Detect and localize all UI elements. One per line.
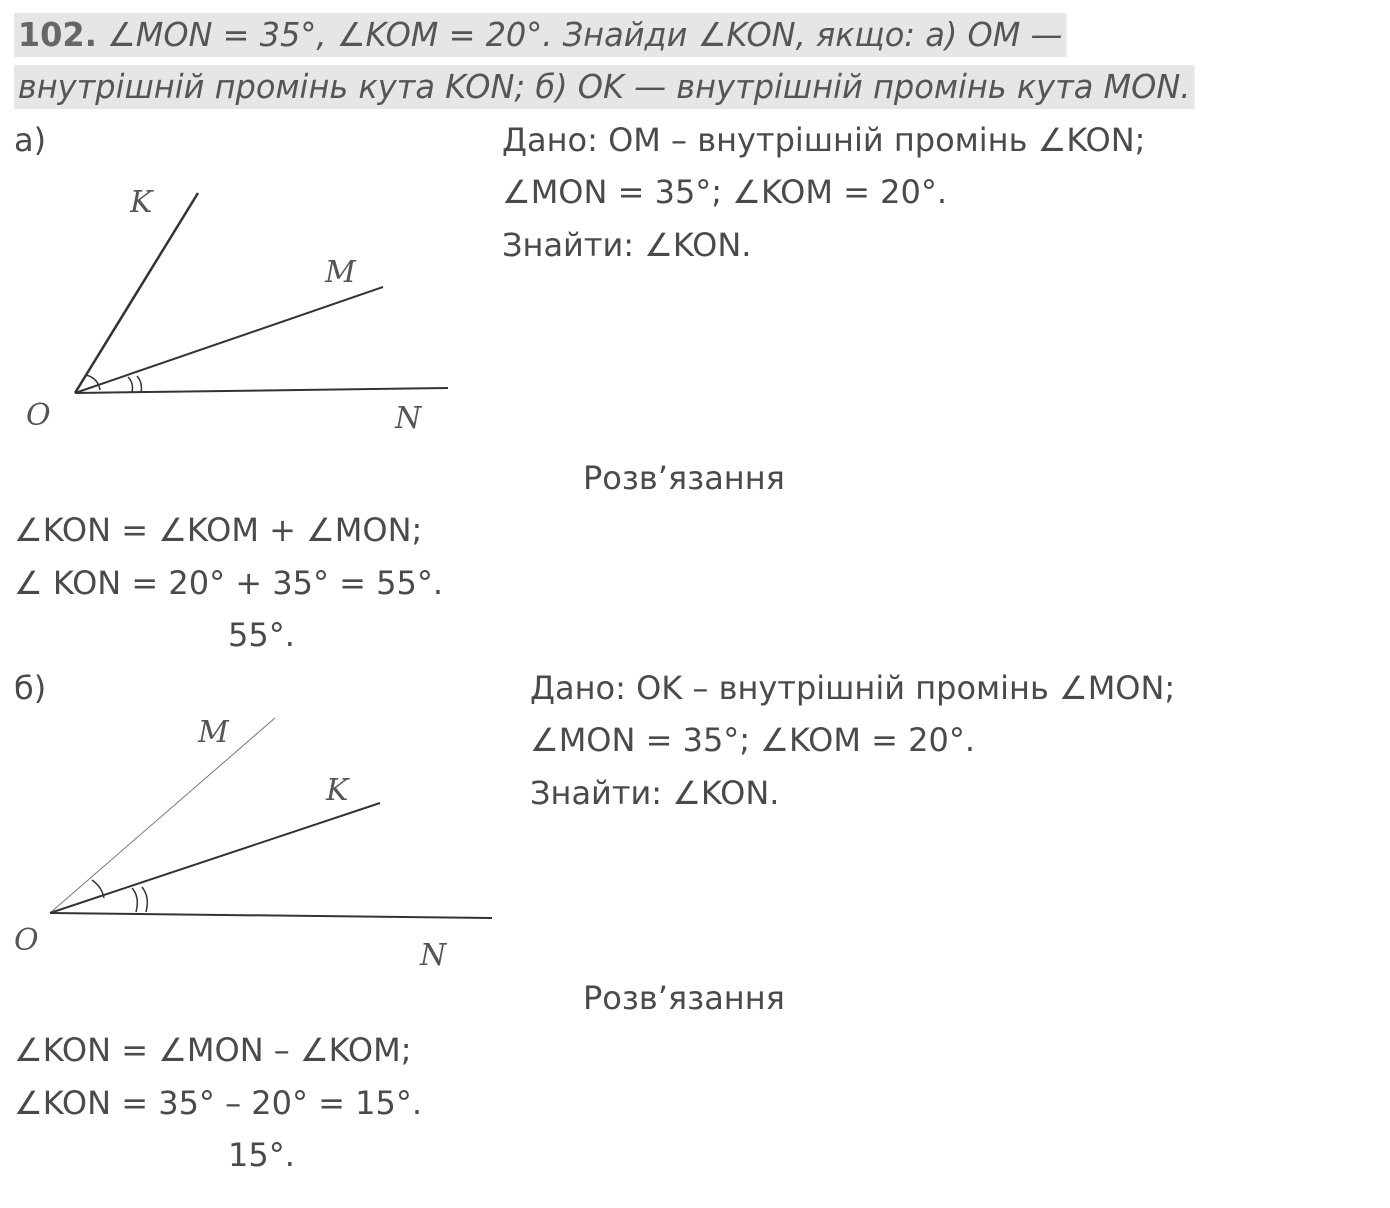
problem-statement-line-1: 102. ∠MON = 35°, ∠KOM = 20°. Знайди ∠KON… — [14, 13, 1067, 57]
given-b-1: Дано: OK – внутрішній промінь ∠MON; — [530, 669, 1176, 707]
given-a-2: ∠MON = 35°; ∠KOM = 20°. — [502, 173, 948, 211]
given-b-2: ∠MON = 35°; ∠KOM = 20°. — [530, 721, 976, 759]
solution-a-2: ∠ KON = 20° + 35° = 55°. — [14, 564, 444, 602]
problem-statement-line-2: внутрішній промінь кута KON; б) OK — вну… — [14, 65, 1195, 109]
given-b-3: Знайти: ∠KON. — [530, 774, 780, 812]
solution-b-1: ∠KON = ∠MON – ∠KOM; — [14, 1031, 412, 1069]
label-m-b: M — [197, 715, 230, 750]
part-b-label: б) — [14, 669, 47, 707]
label-o-a: O — [26, 398, 51, 433]
label-k-b: K — [325, 773, 350, 808]
answer-a: 55°. — [228, 616, 295, 654]
label-m-a: M — [324, 255, 357, 290]
label-n-b: N — [419, 938, 448, 973]
label-o-b: O — [14, 923, 39, 958]
label-n-a: N — [394, 401, 423, 436]
given-a-3: Знайти: ∠KON. — [502, 226, 752, 264]
problem-number: 102. — [17, 15, 97, 54]
solution-title-b: Розв’язання — [583, 979, 785, 1017]
answer-b: 15°. — [228, 1136, 295, 1174]
given-a-1: Дано: OM – внутрішній промінь ∠KON; — [502, 121, 1146, 159]
solution-a-1: ∠KON = ∠KOM + ∠MON; — [14, 511, 423, 549]
diagram-b — [49, 717, 493, 919]
part-a-label: а) — [14, 121, 47, 159]
label-k-a: K — [129, 185, 154, 220]
diagram-a — [73, 192, 449, 394]
solution-b-2: ∠KON = 35° – 20° = 15°. — [14, 1084, 423, 1122]
problem-text: ∠MON = 35°, ∠KOM = 20°. Знайди ∠KON, якщ… — [107, 15, 1063, 54]
solution-title-a: Розв’язання — [583, 459, 785, 497]
